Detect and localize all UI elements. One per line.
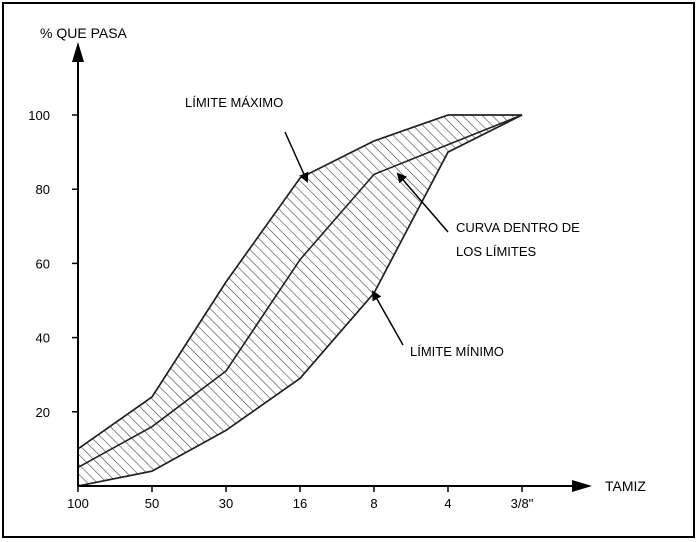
x-tick-label: 50 [145,496,159,511]
curve-label-line2: LOS LÍMITES [456,244,537,259]
y-axis-label: % QUE PASA [40,25,128,41]
y-tick-label: 20 [36,405,50,420]
y-axis-arrowhead [72,42,84,62]
curve-label-line1: CURVA DENTRO DE [456,220,580,235]
curve-pointer [396,172,449,233]
x-ticks: 100 50 30 16 8 4 3/8" [67,486,534,511]
x-tick-label: 100 [67,496,89,511]
min-limit-pointer [372,290,404,346]
x-axis-arrowhead [572,480,592,492]
y-tick-label: 60 [36,256,50,271]
x-tick-label: 8 [370,496,377,511]
inner-curve [77,114,523,469]
min-limit-curve [77,114,523,487]
max-limit-pointer [284,131,309,183]
y-tick-label: 100 [28,108,50,123]
x-tick-label: 4 [444,496,451,511]
max-limit-label: LÍMITE MÁXIMO [185,95,283,110]
x-tick-label: 16 [293,496,307,511]
y-tick-label: 80 [36,182,50,197]
min-limit-label: LÍMITE MÍNIMO [410,344,504,359]
x-tick-label: 3/8" [511,496,534,511]
y-tick-label: 40 [36,331,50,346]
x-axis-label: TAMIZ [605,478,646,494]
y-ticks: 20 40 60 80 100 [28,108,78,420]
x-tick-label: 30 [219,496,233,511]
